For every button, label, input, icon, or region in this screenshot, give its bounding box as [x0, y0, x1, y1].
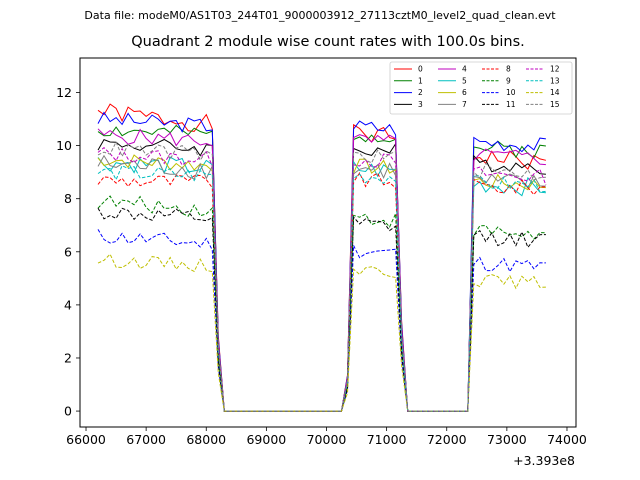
series-line-1 — [97, 124, 546, 412]
legend-label: 15 — [550, 100, 560, 109]
legend-label: 6 — [462, 88, 467, 97]
y-tick-label: 4 — [64, 297, 72, 312]
x-tick-label: 73000 — [487, 432, 527, 447]
legend-label: 7 — [462, 100, 467, 109]
series-line-13 — [97, 165, 546, 412]
series-line-9 — [97, 195, 546, 412]
y-tick-label: 8 — [64, 191, 72, 206]
legend-label: 13 — [550, 76, 560, 85]
x-tick-label: 68000 — [186, 432, 226, 447]
series-line-3 — [97, 138, 546, 412]
x-tick-label: 71000 — [367, 432, 407, 447]
x-tick-label: 74000 — [547, 432, 587, 447]
legend-label: 0 — [418, 65, 423, 74]
legend-label: 2 — [418, 88, 423, 97]
series-line-5 — [97, 156, 546, 412]
x-tick-label: 72000 — [427, 432, 467, 447]
axes-frame — [79, 57, 577, 428]
legend-label: 1 — [418, 76, 423, 85]
x-tick-label: 67000 — [126, 432, 166, 447]
x-tick-label: 69000 — [246, 432, 286, 447]
series-line-8 — [97, 171, 546, 412]
x-axis: 66000 67000 68000 69000 70000 71000 72000 73000… — [66, 427, 587, 447]
y-tick-label: 10 — [56, 138, 72, 153]
series-line-10 — [97, 229, 546, 412]
y-tick-label: 6 — [64, 244, 72, 259]
y-tick-label: 2 — [64, 350, 72, 365]
x-tick-label: 70000 — [307, 432, 347, 447]
series-line-12 — [97, 147, 547, 412]
series-line-7 — [97, 154, 546, 412]
series-line-6 — [97, 154, 546, 412]
series-line-11 — [97, 207, 546, 412]
y-tick-label: 12 — [56, 85, 72, 100]
y-tick-label: 0 — [64, 404, 72, 419]
legend-label: 5 — [462, 76, 467, 85]
x-tick-label: 66000 — [66, 432, 106, 447]
series-line-14 — [97, 253, 546, 412]
legend-label: 10 — [506, 88, 516, 97]
x-axis-offset-label: +3.393e8 — [513, 453, 575, 468]
y-axis: 0 2 4 6 8 10 12 — [56, 85, 80, 419]
legend-label: 4 — [462, 65, 467, 74]
legend-label: 8 — [506, 65, 511, 74]
legend-box — [389, 61, 573, 115]
legend-label: 11 — [506, 100, 516, 109]
series-line-0 — [97, 103, 547, 412]
chart-title: Quadrant 2 module wise count rates with … — [131, 34, 525, 50]
figure-suptitle: Data file: modeM0/AS1T03_244T01_90000039… — [84, 9, 556, 22]
legend-label: 14 — [550, 88, 560, 97]
legend-label: 9 — [506, 76, 511, 85]
legend-label: 3 — [418, 100, 423, 109]
legend-label: 12 — [550, 65, 560, 74]
plot-series-group — [97, 103, 547, 412]
series-line-15 — [97, 140, 546, 412]
